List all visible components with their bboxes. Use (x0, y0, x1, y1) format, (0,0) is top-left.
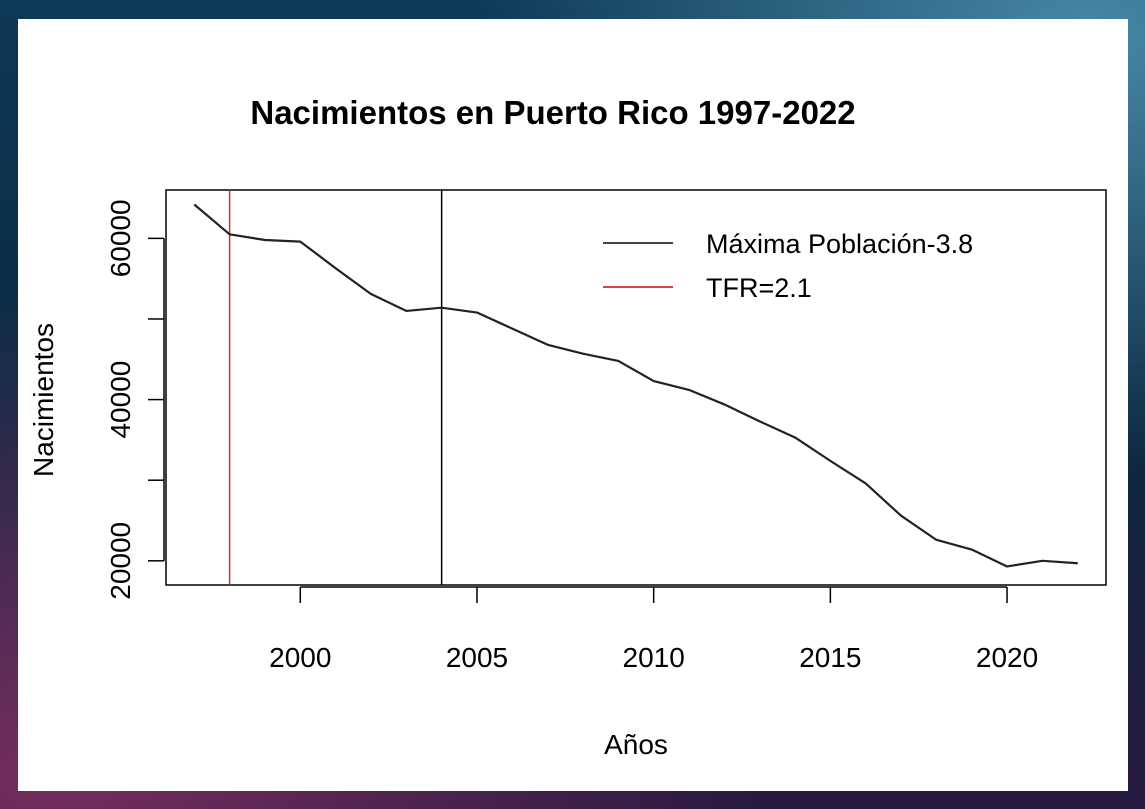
y-axis-label: Nacimientos (28, 323, 59, 477)
x-tick-label-2020: 2020 (976, 642, 1038, 673)
chart-panel: Nacimientos en Puerto Rico 1997-2022 200… (18, 19, 1128, 791)
x-tick-label-2010: 2010 (623, 642, 685, 673)
x-axis: 2000 2005 2010 2015 2020 (269, 586, 1038, 673)
series-lines (193, 203, 1078, 568)
x-tick-label-2000: 2000 (269, 642, 331, 673)
legend-label-tfr: TFR=2.1 (706, 273, 812, 303)
x-tick-label-2015: 2015 (799, 642, 861, 673)
vertical-lines (228, 190, 443, 585)
x-tick-label-2005: 2005 (446, 642, 508, 673)
legend: Máxima Población-3.8 TFR=2.1 (603, 229, 973, 303)
chart-title: Nacimientos en Puerto Rico 1997-2022 (250, 94, 855, 131)
series-line-0 (193, 203, 1078, 568)
legend-label-maxima: Máxima Población-3.8 (706, 229, 973, 259)
plot-border (165, 189, 1107, 586)
y-tick-label-20000: 20000 (105, 522, 136, 600)
x-axis-label: Años (604, 729, 668, 760)
y-tick-label-40000: 40000 (105, 361, 136, 439)
y-axis: 20000 40000 60000 (105, 199, 165, 600)
line-chart: Nacimientos en Puerto Rico 1997-2022 200… (28, 94, 1107, 760)
y-tick-label-60000: 60000 (105, 199, 136, 277)
